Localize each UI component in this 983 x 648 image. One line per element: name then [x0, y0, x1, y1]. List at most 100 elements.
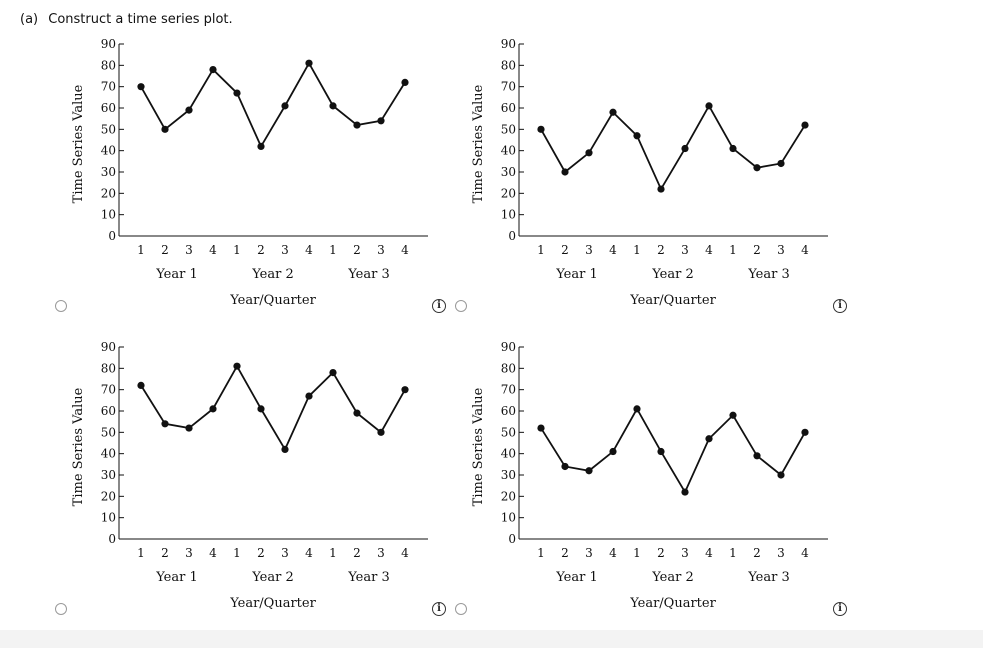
x-tick-label: 2: [353, 546, 361, 560]
x-tick-label: 2: [257, 546, 265, 560]
x-tick-label: 3: [377, 243, 385, 257]
y-axis-title: Time Series Value: [471, 84, 486, 203]
data-point: [137, 83, 145, 91]
data-point: [329, 102, 337, 110]
y-tick-label: 70: [101, 383, 116, 397]
x-tick-label: 1: [537, 546, 545, 560]
data-point: [657, 447, 665, 456]
radio-option-4[interactable]: [455, 603, 467, 615]
question-part-label: (a): [20, 12, 39, 27]
info-icon[interactable]: i: [833, 299, 847, 313]
chart-option-2: 0 10 20 30 40 50 60 70 80 90 1 2 3 4 1 2 3 4 1 2 3 4 Year 1 Yea…: [471, 37, 828, 308]
x-axis-title: Year/Quarter: [629, 596, 716, 611]
y-axis-title: Time Series Value: [71, 84, 86, 203]
info-icon[interactable]: i: [432, 602, 446, 616]
data-point: [729, 144, 737, 153]
x-axis-title: Year/Quarter: [629, 293, 716, 308]
y-tick-label: 40: [501, 447, 516, 461]
data-point: [777, 159, 785, 168]
data-point: [233, 89, 241, 97]
x-tick-label: 1: [137, 243, 145, 257]
chart-option-1: 0 10 20 30 40 50 60 70 80 90 1 2 3 4 1 2 3 4 1 2 3 4 Year 1 Yea…: [71, 37, 428, 308]
info-icon[interactable]: i: [432, 299, 446, 313]
data-point: [537, 424, 545, 432]
x-group-label: Year 1: [555, 570, 598, 585]
chart-option-3: 0 10 20 30 40 50 60 70 80 90 1 2 3 4 1 2 3 4 1 2 3 4 Year 1 Yea…: [71, 340, 428, 611]
x-tick-label: 2: [561, 243, 569, 257]
radio-option-3[interactable]: [55, 603, 67, 615]
x-group-label: Year 2: [651, 570, 694, 585]
y-tick-label: 20: [501, 186, 516, 200]
x-tick-label: 1: [233, 243, 241, 257]
y-tick-label: 40: [101, 144, 116, 158]
data-point: [657, 185, 665, 193]
data-point: [185, 424, 193, 432]
data-point: [161, 125, 169, 133]
x-tick-label: 1: [633, 546, 641, 560]
info-icon[interactable]: i: [833, 602, 847, 616]
data-point: [257, 405, 265, 413]
x-group-label: Year 3: [347, 570, 390, 585]
radio-option-2[interactable]: [455, 300, 467, 312]
x-group-label: Year 3: [747, 570, 790, 585]
y-tick-label: 20: [101, 186, 116, 200]
data-point: [537, 125, 545, 133]
data-point: [801, 121, 809, 129]
x-tick-label: 3: [281, 243, 289, 257]
question-prompt: (a) Construct a time series plot.: [20, 12, 233, 27]
y-tick-label: 80: [101, 361, 116, 375]
series-line: [540, 104, 806, 192]
y-tick-label: 30: [501, 468, 516, 482]
data-point: [609, 447, 617, 456]
x-tick-label: 2: [257, 243, 265, 257]
y-tick-label: 0: [508, 532, 516, 546]
data-point: [681, 144, 689, 153]
x-tick-label: 3: [585, 546, 593, 560]
x-tick-label: 4: [609, 546, 617, 560]
x-tick-label: 2: [161, 546, 169, 560]
x-tick-label: 2: [561, 546, 569, 560]
y-tick-label: 60: [501, 101, 516, 115]
data-point: [681, 488, 689, 496]
x-tick-label: 3: [185, 243, 193, 257]
y-tick-label: 90: [101, 37, 116, 51]
x-tick-label: 1: [329, 243, 337, 257]
y-tick-label: 10: [501, 511, 516, 525]
y-axis-title: Time Series Value: [471, 387, 486, 506]
y-tick-label: 20: [501, 489, 516, 503]
x-tick-label: 3: [681, 546, 689, 560]
data-point: [281, 102, 289, 110]
x-tick-label: 4: [705, 243, 713, 257]
y-tick-label: 50: [101, 122, 116, 136]
data-point: [329, 369, 337, 377]
data-point: [401, 78, 409, 86]
x-tick-label: 2: [353, 243, 361, 257]
data-point: [257, 142, 265, 150]
x-group-label: Year 1: [155, 267, 198, 282]
data-point: [353, 409, 361, 417]
data-point: [353, 121, 361, 129]
x-tick-label: 4: [209, 546, 217, 560]
x-tick-label: 1: [137, 546, 145, 560]
y-tick-label: 30: [501, 165, 516, 179]
data-point: [633, 405, 641, 413]
y-tick-label: 70: [501, 383, 516, 397]
y-tick-label: 90: [501, 37, 516, 51]
radio-option-1[interactable]: [55, 300, 67, 312]
x-tick-label: 3: [585, 243, 593, 257]
data-point: [633, 132, 641, 140]
data-point: [705, 102, 713, 110]
x-group-label: Year 1: [555, 267, 598, 282]
x-tick-label: 4: [401, 243, 409, 257]
data-point: [281, 445, 289, 453]
x-axis-title: Year/Quarter: [229, 293, 316, 308]
x-tick-label: 1: [329, 546, 337, 560]
y-tick-label: 60: [101, 404, 116, 418]
x-tick-label: 3: [681, 243, 689, 257]
data-point: [305, 59, 313, 67]
data-point: [753, 164, 761, 172]
y-tick-label: 10: [501, 208, 516, 222]
x-tick-label: 1: [729, 243, 737, 257]
x-group-label: Year 2: [251, 267, 294, 282]
data-point: [377, 117, 385, 125]
